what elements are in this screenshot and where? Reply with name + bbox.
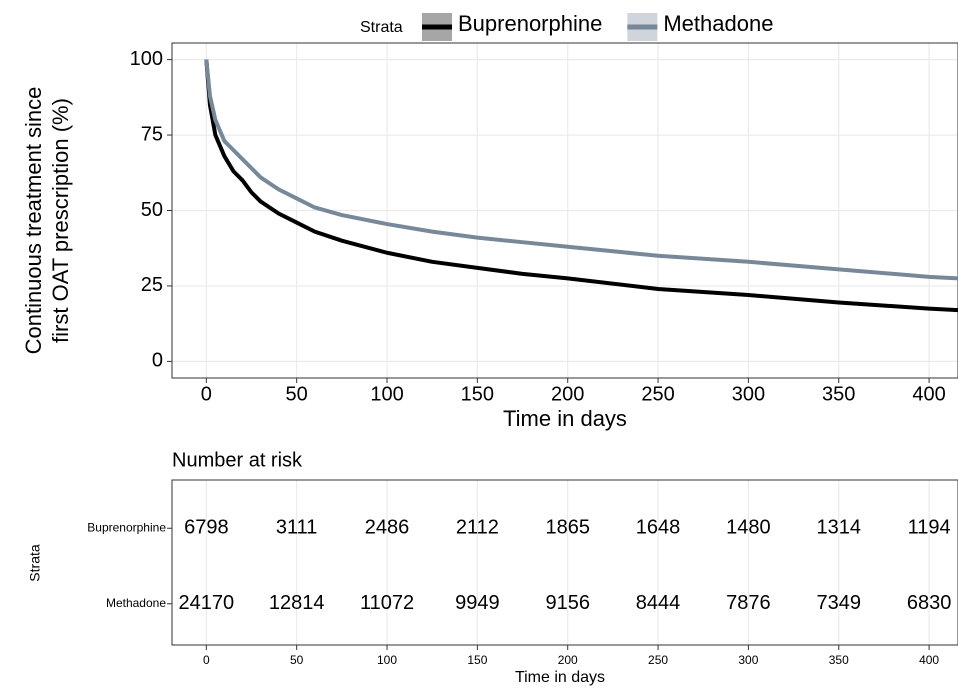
x-tick-label: 50 xyxy=(290,653,304,667)
x-tick-label: 150 xyxy=(467,653,487,667)
row-label: Methadone xyxy=(106,596,166,610)
x-tick-label: 400 xyxy=(912,383,945,405)
risk-count: 7876 xyxy=(726,592,771,614)
x-tick-label: 100 xyxy=(377,653,397,667)
x-tick-label: 350 xyxy=(822,383,855,405)
x-tick-label: 200 xyxy=(558,653,578,667)
table-y-label: Strata xyxy=(27,544,43,582)
risk-count: 6798 xyxy=(184,517,229,539)
risk-count: 7349 xyxy=(816,592,861,614)
x-tick-label: 250 xyxy=(641,383,674,405)
x-tick-label: 350 xyxy=(829,653,849,667)
y-axis-label: first OAT prescription (%) xyxy=(48,98,73,343)
risk-count: 9156 xyxy=(545,592,590,614)
legend-label: Buprenorphine xyxy=(458,11,602,36)
x-tick-label: 0 xyxy=(203,653,210,667)
table-title: Number at risk xyxy=(172,449,303,471)
row-label: Buprenorphine xyxy=(87,520,166,534)
table-border xyxy=(171,479,958,646)
risk-count: 2112 xyxy=(456,517,499,539)
risk-count: 6830 xyxy=(907,592,952,614)
risk-count: 9949 xyxy=(455,592,500,614)
x-tick-label: 300 xyxy=(732,383,765,405)
x-tick-label: 0 xyxy=(201,383,212,405)
survival-curve xyxy=(204,59,958,313)
x-tick-label: 300 xyxy=(738,653,758,667)
y-tick-label: 75 xyxy=(141,123,163,145)
x-tick-label: 250 xyxy=(648,653,668,667)
x-axis-label: Time in days xyxy=(503,406,627,431)
risk-count: 1865 xyxy=(545,517,590,539)
x-tick-label: 200 xyxy=(551,383,584,405)
y-tick-label: 0 xyxy=(152,350,163,372)
risk-count: 1648 xyxy=(636,517,681,539)
risk-count: 2486 xyxy=(365,517,410,539)
x-tick-label: 150 xyxy=(461,383,494,405)
risk-count: 1314 xyxy=(816,517,861,539)
x-tick-label: 100 xyxy=(370,383,403,405)
legend-label: Methadone xyxy=(663,11,773,36)
x-tick-label: 400 xyxy=(919,653,939,667)
risk-count: 12814 xyxy=(269,592,325,614)
risk-count: 8444 xyxy=(636,592,681,614)
y-tick-label: 100 xyxy=(130,48,163,70)
risk-count: 1194 xyxy=(908,517,951,539)
x-tick-label: 50 xyxy=(286,383,308,405)
table-x-label: Time in days xyxy=(515,669,605,686)
risk-count: 3111 xyxy=(276,517,318,539)
plot-border xyxy=(171,42,958,379)
risk-count: 24170 xyxy=(179,592,235,614)
survival-curve xyxy=(204,59,958,281)
y-tick-label: 50 xyxy=(141,199,163,221)
y-axis-label: Continuous treatment since xyxy=(21,87,46,355)
risk-count: 1480 xyxy=(726,517,771,539)
legend-title: Strata xyxy=(360,19,403,36)
y-tick-label: 25 xyxy=(141,274,163,296)
risk-count: 11072 xyxy=(360,592,414,614)
